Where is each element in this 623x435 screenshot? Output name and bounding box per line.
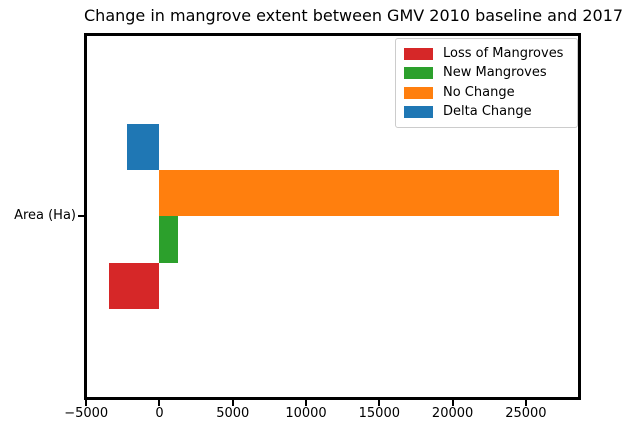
x-tick-mark xyxy=(524,400,527,406)
legend-swatch-new-mangroves xyxy=(404,67,433,80)
bar-delta-change xyxy=(127,124,160,171)
x-tick-label: 20000 xyxy=(431,406,474,421)
legend-swatch-loss-of-mangroves xyxy=(404,47,433,60)
legend-item-no-change: No Change xyxy=(404,83,569,102)
x-tick-label: 10000 xyxy=(285,406,327,421)
chart-title: Change in mangrove extent between GMV 20… xyxy=(84,6,623,25)
legend-item-delta-change: Delta Change xyxy=(404,103,569,122)
x-tick-label: 0 xyxy=(155,406,164,421)
legend-swatch-no-change xyxy=(404,86,433,99)
legend-item-new-mangroves: New Mangroves xyxy=(404,64,569,83)
x-tick-label: 25000 xyxy=(505,406,547,421)
legend-label: New Mangroves xyxy=(443,65,547,81)
x-tick-label: 5000 xyxy=(216,406,250,421)
bar-loss-of-mangroves xyxy=(108,262,160,309)
x-tick-label: −5000 xyxy=(64,406,109,421)
legend: Loss of Mangroves New Mangroves No Change D… xyxy=(395,38,578,128)
legend-swatch-delta-change xyxy=(404,106,433,119)
x-tick-mark xyxy=(451,400,454,406)
x-tick-mark xyxy=(158,400,161,406)
legend-label: Loss of Mangroves xyxy=(443,45,564,61)
x-tick-mark xyxy=(305,400,308,406)
x-tick-mark xyxy=(85,400,88,406)
legend-label: Delta Change xyxy=(443,104,532,120)
y-axis-category-label: Area (Ha) xyxy=(14,208,76,224)
y-axis-tick-mark xyxy=(78,215,84,218)
x-tick-label: 15000 xyxy=(358,406,400,421)
x-tick-mark xyxy=(378,400,381,406)
legend-item-loss-of-mangroves: Loss of Mangroves xyxy=(404,44,569,63)
bar-new-mangroves xyxy=(159,216,178,263)
x-tick-mark xyxy=(231,400,234,406)
bar-no-change xyxy=(159,170,560,217)
legend-label: No Change xyxy=(443,84,515,100)
